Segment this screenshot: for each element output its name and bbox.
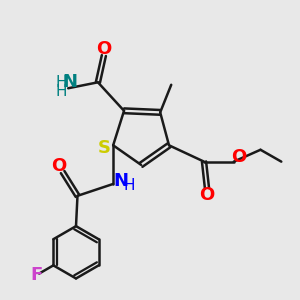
Text: F: F (30, 266, 42, 284)
Text: H: H (124, 178, 135, 193)
Text: S: S (98, 139, 111, 157)
Text: O: O (51, 157, 67, 175)
Text: H: H (55, 75, 67, 90)
Text: N: N (62, 73, 77, 91)
Text: H: H (55, 84, 67, 99)
Text: N: N (113, 172, 128, 190)
Text: O: O (96, 40, 112, 58)
Text: O: O (231, 148, 246, 166)
Text: O: O (199, 186, 214, 204)
